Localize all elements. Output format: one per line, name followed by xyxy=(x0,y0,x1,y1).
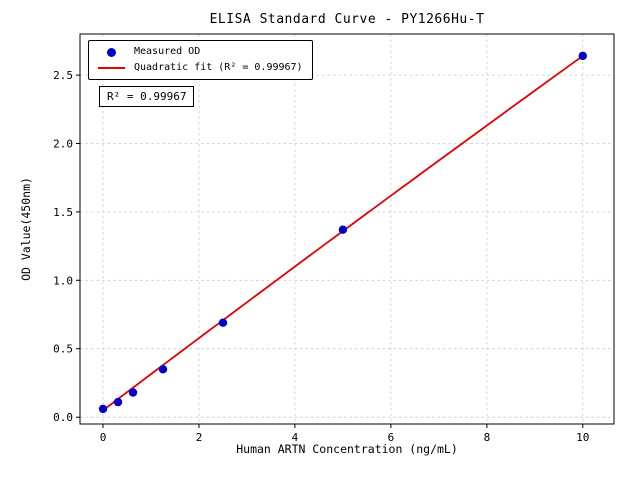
svg-text:1.0: 1.0 xyxy=(53,274,73,287)
annotation-r-squared: R² = 0.99967 xyxy=(99,86,195,107)
svg-text:6: 6 xyxy=(388,431,395,444)
y-axis-label: OD Value(450nm) xyxy=(19,177,33,281)
svg-text:8: 8 xyxy=(484,431,491,444)
svg-text:1.5: 1.5 xyxy=(53,206,73,219)
chart-title: ELISA Standard Curve - PY1266Hu-T xyxy=(209,12,485,27)
svg-text:2.0: 2.0 xyxy=(53,138,73,151)
legend-item-measured-od: Measured OD xyxy=(98,47,303,57)
legend: Measured OD Quadratic fit (R² = 0.99967) xyxy=(88,40,313,80)
svg-text:2: 2 xyxy=(196,431,203,444)
legend-label-quadratic-fit: Quadratic fit (R² = 0.99967) xyxy=(134,62,303,73)
legend-item-quadratic-fit: Quadratic fit (R² = 0.99967) xyxy=(98,63,303,73)
legend-label-measured-od: Measured OD xyxy=(134,46,201,57)
svg-text:0: 0 xyxy=(100,431,107,444)
legend-line-marker-icon xyxy=(98,67,125,69)
svg-text:4: 4 xyxy=(292,431,299,444)
svg-text:0.0: 0.0 xyxy=(53,411,73,424)
svg-text:0.5: 0.5 xyxy=(53,343,73,356)
x-axis-label: Human ARTN Concentration (ng/mL) xyxy=(236,442,458,456)
legend-dot-marker-icon xyxy=(107,47,116,57)
svg-text:10: 10 xyxy=(576,431,589,444)
svg-text:2.5: 2.5 xyxy=(53,69,73,82)
